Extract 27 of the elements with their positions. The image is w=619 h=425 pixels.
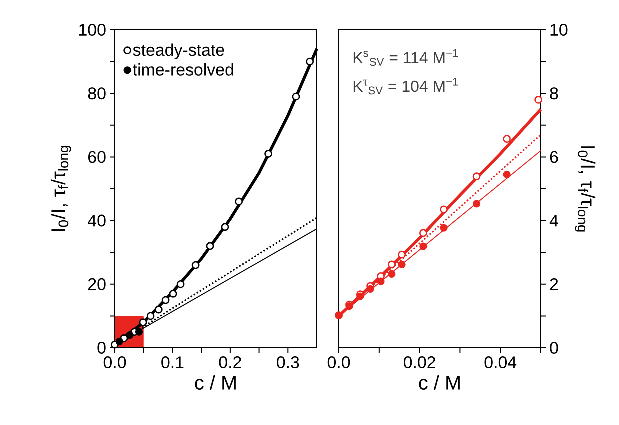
y-tick-label: 100 [80,24,106,36]
x-tick-label: 0.0 [104,356,126,369]
x-tick-label: 0.1 [162,356,184,369]
y-tick-label: 0 [550,342,558,354]
legend-label: steady-state [133,44,224,60]
y-tick-label: 60 [88,151,106,164]
y-tick-label: 0 [98,342,106,354]
x-tick-label: 0.3 [277,356,300,369]
y-tick-label: 20 [88,278,106,290]
x-tick-label: 0.04 [484,356,517,369]
legend-label: time-resolved [133,63,234,76]
y-axis-title: I$_{0}$/I, τ$_{f}$/τ$_{long}$ [575,146,596,232]
y-axis-title: I$_{0}$/I, τ$_{f}$/τ$_{long}$ [50,146,72,232]
y-tick-label: 6 [550,151,558,164]
annotation: K$^{τ}$$_{SV}$ = 104 M$^{−1}$ [354,78,458,95]
x-tick-label: 0.02 [404,356,436,369]
y-tick-label: 8 [550,88,558,100]
y-tick-label: 4 [550,214,558,227]
x-axis-title: c / M [195,375,236,390]
y-tick-label: 40 [88,214,106,227]
y-tick-label: 80 [88,88,106,100]
x-tick-label: 0.2 [219,356,242,369]
annotation: K$^{s}$$_{SV}$ = 114 M$^{−1}$ [354,49,458,66]
x-axis-title: c / M [419,375,460,390]
x-tick-label: 0.0 [328,356,350,369]
y-tick-label: 10 [550,24,568,36]
y-tick-label: 2 [550,278,558,290]
